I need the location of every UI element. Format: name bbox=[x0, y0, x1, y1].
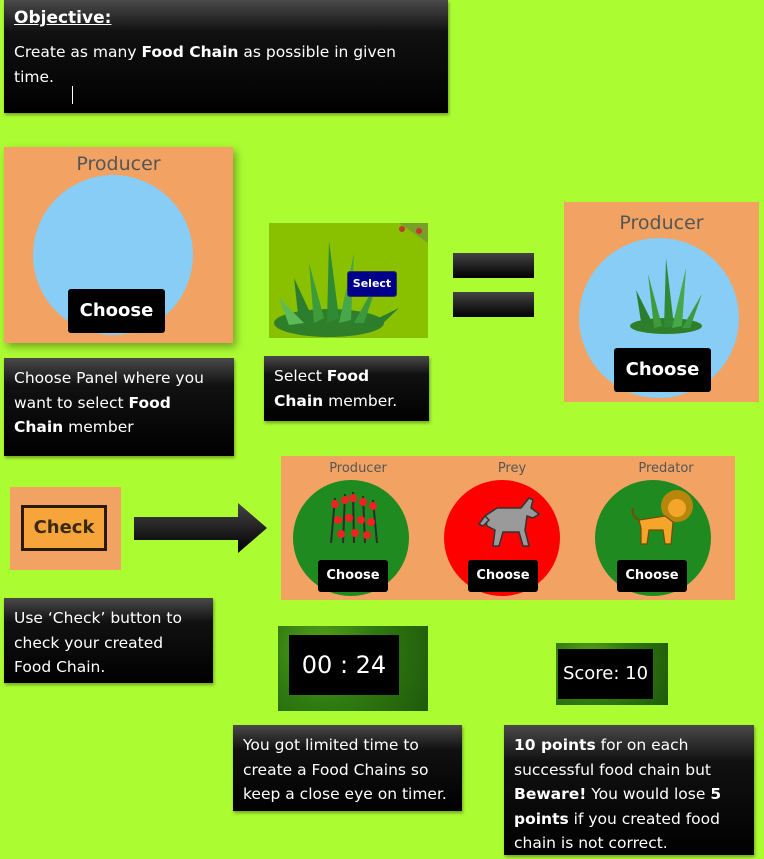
check-tile: Check bbox=[10, 487, 121, 570]
producer-panel-filled[interactable]: Producer Choose bbox=[564, 202, 759, 402]
panel-title: Producer bbox=[619, 212, 704, 234]
slot-title: Predator bbox=[638, 461, 694, 476]
step1-caption: Choose Panel where you want to select Fo… bbox=[4, 358, 234, 456]
text-cursor bbox=[72, 86, 73, 104]
grass-tile[interactable]: Select bbox=[269, 223, 428, 338]
objective-box: Objective: Create as many Food Chain as … bbox=[4, 0, 448, 113]
objective-text: Create as many Food Chain as possible in… bbox=[14, 43, 396, 86]
timer-display: 00 : 24 bbox=[289, 635, 399, 695]
timer-caption: You got limited time to create a Food Ch… bbox=[233, 725, 462, 811]
choose-button[interactable]: Choose bbox=[617, 560, 687, 592]
choose-button[interactable]: Choose bbox=[468, 560, 538, 592]
check-caption: Use ‘Check’ button to check your created… bbox=[4, 598, 213, 683]
right-arrow-icon bbox=[134, 503, 267, 553]
score-caption: 10 points for on each successful food ch… bbox=[504, 725, 754, 855]
equals-bar-top bbox=[453, 253, 534, 278]
choose-button[interactable]: Choose bbox=[614, 348, 711, 392]
grass-icon bbox=[630, 258, 702, 334]
panel-title: Producer bbox=[76, 153, 161, 175]
objective-heading: Objective: bbox=[14, 8, 112, 28]
check-button[interactable]: Check bbox=[21, 505, 107, 551]
timer-tile: 00 : 24 bbox=[278, 626, 428, 711]
score-display: Score: 10 bbox=[558, 649, 653, 699]
step2-caption: Select Food Chain member. bbox=[264, 356, 429, 421]
wolf-icon bbox=[477, 497, 541, 547]
slot-title: Prey bbox=[497, 461, 527, 476]
choose-button[interactable]: Choose bbox=[318, 560, 388, 592]
lion-icon bbox=[631, 490, 693, 545]
grass-icon bbox=[274, 223, 428, 337]
equals-bar-bottom bbox=[453, 292, 534, 317]
food-chain-panel: Producer Choose Prey Choose Pre bbox=[281, 456, 735, 600]
slot-title: Producer bbox=[329, 461, 387, 476]
grass-icon bbox=[330, 491, 378, 544]
select-button[interactable]: Select bbox=[347, 271, 397, 297]
score-tile: Score: 10 bbox=[556, 643, 668, 705]
producer-panel-empty[interactable]: Producer Choose bbox=[4, 147, 233, 343]
choose-button[interactable]: Choose bbox=[68, 289, 165, 333]
